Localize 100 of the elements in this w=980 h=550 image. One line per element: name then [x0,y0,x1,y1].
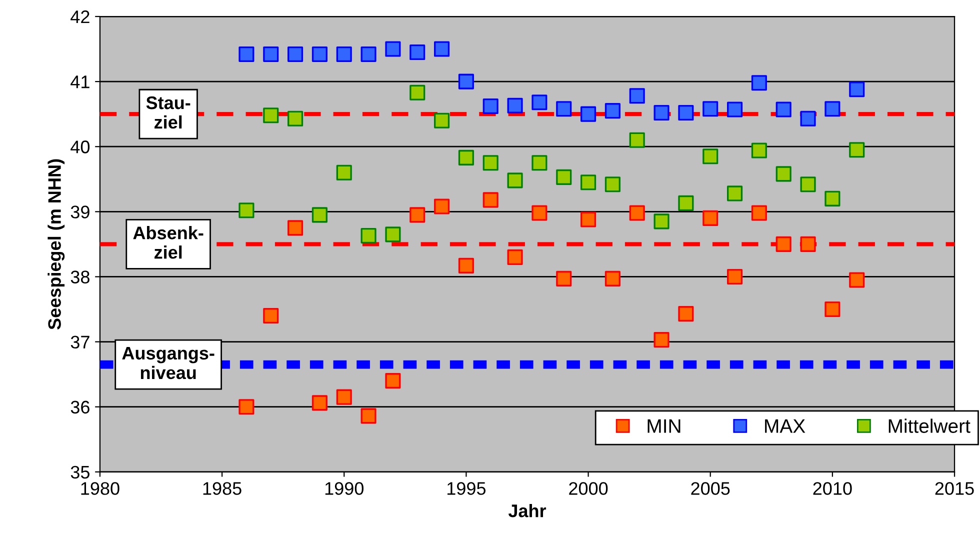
point [410,207,426,223]
ref-line-label: Absenk- ziel [133,226,204,259]
point [800,236,816,252]
point [702,210,718,226]
point [726,186,743,202]
point [824,101,840,117]
point [629,132,645,148]
point [702,148,718,164]
point [410,44,426,60]
point [238,202,254,218]
point [726,102,743,118]
y-tick-label: 41 [70,76,90,88]
x-tick-label: 2010 [813,482,852,495]
y-tick-label: 40 [70,140,90,154]
point [678,306,694,322]
point [238,399,254,415]
point [556,101,572,117]
x-tick-label: 1995 [447,482,486,495]
point [604,103,620,119]
point [288,46,304,62]
point [580,106,596,122]
point [288,220,304,236]
point [336,46,352,62]
point [824,190,840,206]
point [849,82,865,98]
legend-label: MAX [765,419,806,433]
point [532,205,548,221]
point [849,272,865,288]
point [556,270,572,286]
legend-label: Mittelwert [888,418,970,433]
point [238,46,254,62]
point [824,301,840,318]
point [482,155,498,171]
point [654,214,670,230]
point [336,389,352,405]
point [629,88,645,104]
point [751,205,767,221]
point [800,176,816,192]
point [654,332,670,348]
point [360,228,376,244]
point [776,236,792,252]
point [629,205,645,221]
ref-line-label: Stau- ziel [146,96,190,129]
point [360,46,376,62]
point [312,207,328,223]
point [751,142,767,158]
x-tick-label: 1980 [81,482,120,495]
point [604,270,620,286]
point [678,195,694,211]
x-tick-label: 2015 [935,482,974,495]
point [580,212,596,228]
point [385,373,401,389]
x-tick-label: 1985 [203,482,242,495]
point [776,102,792,118]
point [849,142,865,158]
point [482,98,498,114]
y-axis-title: Seespiegel (m NHN) [48,159,65,330]
point [678,105,694,121]
point [263,308,279,324]
x-tick-label: 2005 [691,482,730,495]
y-tick-label: 35 [70,466,90,479]
point [434,112,450,128]
point [800,110,816,126]
x-tick-label: 1990 [325,482,364,495]
point [385,41,401,57]
point [654,105,670,121]
x-axis-title: Jahr [508,504,546,518]
point [604,176,620,192]
point [458,74,474,90]
legend-label: MIN [648,419,680,433]
ref-line-label: Ausgangs- niveau [122,347,214,380]
point [288,110,304,126]
point [263,46,279,62]
point [458,258,474,274]
point [726,268,743,285]
point [336,164,352,180]
point [702,101,718,117]
y-tick-label: 39 [70,206,90,218]
point [507,249,523,265]
point [385,226,401,242]
point [434,198,450,214]
point [434,41,450,57]
point [360,408,376,424]
point [532,94,548,110]
point [458,150,474,166]
y-tick-label: 38 [70,270,90,284]
point [312,395,328,411]
y-tick-label: 36 [70,400,90,414]
point [410,84,426,100]
point [751,75,767,91]
point [312,46,328,62]
y-tick-label: 37 [70,336,90,349]
point [507,98,523,114]
point [776,166,792,182]
point [580,174,596,190]
point [482,192,498,208]
y-tick-label: 42 [70,10,90,24]
point [532,155,548,171]
point [556,169,572,185]
x-tick-label: 2000 [569,482,608,495]
